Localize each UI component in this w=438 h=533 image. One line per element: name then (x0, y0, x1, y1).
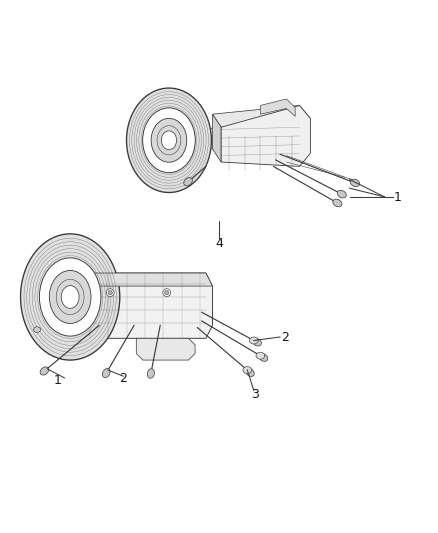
Ellipse shape (40, 367, 49, 375)
Polygon shape (221, 106, 311, 166)
Ellipse shape (61, 286, 79, 308)
Ellipse shape (34, 327, 41, 333)
Text: 4: 4 (215, 237, 223, 250)
Ellipse shape (165, 290, 169, 295)
Text: 1: 1 (393, 191, 401, 204)
Polygon shape (84, 273, 212, 338)
Text: 1: 1 (54, 374, 62, 387)
Polygon shape (136, 338, 195, 360)
Ellipse shape (106, 289, 114, 296)
Polygon shape (260, 99, 295, 116)
Ellipse shape (250, 337, 258, 344)
Ellipse shape (243, 367, 252, 374)
Ellipse shape (163, 289, 171, 296)
Text: 2: 2 (281, 332, 289, 344)
Polygon shape (84, 273, 212, 286)
Ellipse shape (161, 131, 177, 150)
Ellipse shape (147, 369, 155, 378)
Ellipse shape (21, 234, 120, 360)
Polygon shape (212, 114, 221, 162)
Ellipse shape (256, 352, 265, 359)
Ellipse shape (108, 290, 113, 295)
Ellipse shape (333, 199, 342, 207)
Text: 3: 3 (251, 389, 259, 401)
Ellipse shape (39, 258, 101, 336)
Ellipse shape (252, 338, 261, 346)
Ellipse shape (259, 353, 268, 361)
Ellipse shape (49, 270, 91, 324)
Ellipse shape (127, 88, 212, 192)
Ellipse shape (337, 190, 346, 198)
Ellipse shape (246, 368, 254, 376)
Ellipse shape (184, 177, 192, 186)
Ellipse shape (350, 179, 360, 187)
Ellipse shape (143, 108, 195, 173)
Ellipse shape (151, 118, 187, 162)
Text: 2: 2 (119, 372, 127, 385)
Ellipse shape (102, 369, 110, 377)
Polygon shape (212, 106, 311, 127)
